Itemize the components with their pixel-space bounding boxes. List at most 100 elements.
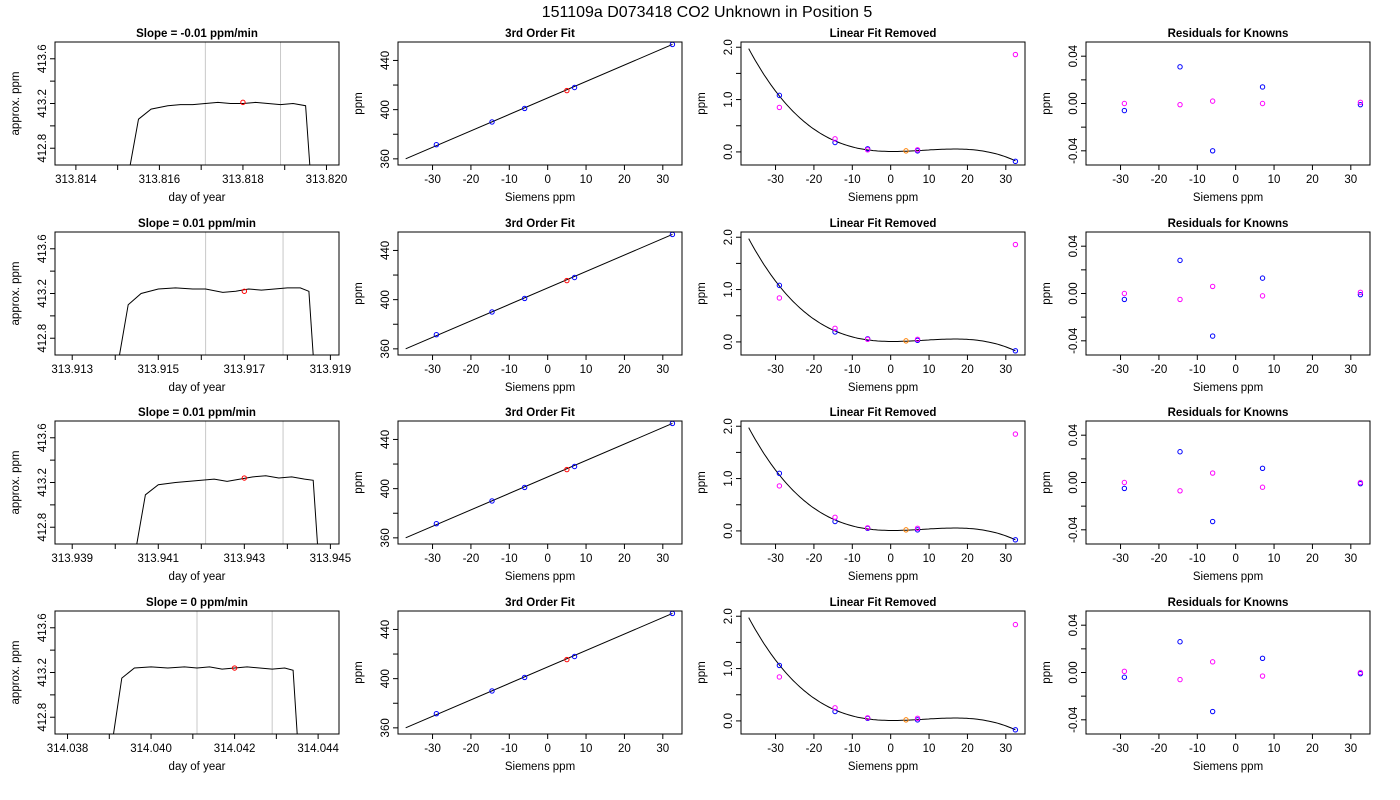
chart-panel: Slope = 0 ppm/min 314.038 314.040 314.042 31… (10, 597, 340, 773)
y-tick-label: 360 (380, 528, 392, 547)
data-point (1012, 431, 1019, 437)
x-tick-label: -20 (806, 174, 823, 186)
x-tick-label: 30 (999, 174, 1012, 186)
data-point (1177, 101, 1183, 108)
highlight-point (231, 665, 238, 671)
data-point (903, 148, 909, 154)
plot-frame (1085, 231, 1371, 356)
chart-panel: Slope = 0.01 ppm/min 313.939 313.941 313.94… (10, 407, 351, 583)
data-point (1177, 488, 1183, 494)
data-point (1357, 291, 1364, 298)
data-point (571, 274, 578, 281)
x-tick-label: -30 (767, 174, 784, 186)
data-point (1012, 727, 1019, 733)
x-tick-label: 313.919 (310, 364, 352, 376)
x-tick-label: 10 (923, 553, 936, 565)
data-point (832, 705, 838, 711)
x-axis-label: Siemens ppm (848, 192, 918, 204)
data-point (564, 466, 570, 473)
x-tick-label: 313.941 (137, 553, 179, 565)
chart-panel: Slope = 0.01 ppm/min 313.913 313.915 313.91… (10, 218, 351, 394)
y-tick-label: 2.0 (723, 418, 735, 434)
x-tick-label: 30 (656, 553, 669, 565)
x-axis-label: Siemens ppm (848, 761, 918, 773)
x-axis-label: day of year (169, 192, 226, 204)
fit-line (405, 44, 673, 160)
plot-frame (1085, 610, 1371, 735)
x-tick-label: -20 (1151, 743, 1168, 755)
y-tick-label: 0.00 (1068, 661, 1080, 683)
x-tick-label: 313.915 (137, 364, 179, 376)
x-tick-label: 10 (580, 553, 593, 565)
x-tick-label: 10 (923, 174, 936, 186)
x-axis-label: day of year (169, 761, 226, 773)
data-point (914, 336, 921, 342)
data-point (1357, 99, 1364, 106)
data-point (864, 525, 871, 531)
data-point (433, 521, 440, 527)
x-tick-label: 313.943 (224, 553, 266, 565)
x-tick-label: 30 (656, 174, 669, 186)
y-tick-label: 0.0 (723, 144, 735, 160)
plot-frame (740, 610, 1026, 735)
data-point (864, 147, 871, 153)
y-tick-label: 0.0 (723, 334, 735, 350)
x-tick-label: 10 (1268, 364, 1281, 376)
x-tick-label: 0 (544, 553, 550, 565)
y-tick-label: 413.2 (37, 89, 49, 118)
data-point (776, 483, 783, 489)
chart-title: Slope = 0.01 ppm/min (138, 407, 256, 419)
fit-line (405, 613, 673, 729)
x-tick-label: -20 (463, 743, 480, 755)
data-point (1259, 655, 1266, 662)
y-axis-label: approx. ppm (10, 641, 22, 705)
data-point (1209, 518, 1216, 525)
data-point (1209, 708, 1216, 715)
x-tick-label: 20 (961, 553, 974, 565)
data-point (1177, 676, 1183, 683)
x-tick-label: -20 (806, 743, 823, 755)
y-tick-label: 440 (380, 241, 392, 260)
x-tick-label: 20 (1306, 364, 1319, 376)
data-point (776, 674, 783, 680)
y-tick-label: 2.0 (723, 39, 735, 55)
y-tick-label: 0.04 (1068, 234, 1080, 257)
chart-title: Residuals for Knowns (1168, 218, 1289, 230)
chart-title: Slope = 0 ppm/min (146, 597, 248, 609)
y-tick-label: 2.0 (723, 229, 735, 245)
plot-frame (1085, 41, 1371, 166)
y-axis-label: ppm (1041, 92, 1053, 114)
y-tick-label: 1.0 (723, 471, 735, 487)
data-point (1259, 673, 1266, 679)
x-tick-label: 20 (1306, 743, 1319, 755)
x-tick-label: 313.814 (55, 174, 97, 186)
data-point (776, 295, 783, 301)
y-tick-label: 400 (380, 290, 392, 309)
x-tick-label: -20 (1151, 174, 1168, 186)
data-line (129, 101, 311, 166)
x-tick-label: 20 (1306, 553, 1319, 565)
y-axis-label: approx. ppm (10, 451, 22, 515)
x-tick-label: 313.818 (222, 174, 264, 186)
data-point (1012, 158, 1019, 165)
x-tick-label: 20 (961, 174, 974, 186)
chart-title: Linear Fit Removed (830, 28, 937, 40)
plot-frame (397, 41, 683, 166)
data-point (571, 653, 578, 660)
x-tick-label: 313.939 (51, 553, 93, 565)
data-point (1209, 333, 1216, 339)
y-tick-label: -0.04 (1068, 137, 1080, 164)
highlight-point (240, 99, 246, 106)
x-tick-label: 30 (999, 553, 1012, 565)
x-tick-label: 10 (1268, 553, 1281, 565)
data-point (776, 662, 783, 669)
x-tick-label: -30 (1112, 743, 1129, 755)
y-axis-label: ppm (353, 661, 365, 683)
y-tick-label: 360 (380, 339, 392, 358)
y-tick-label: 413.6 (37, 234, 49, 263)
x-tick-label: 0 (887, 174, 893, 186)
x-tick-label: 30 (999, 743, 1012, 755)
data-point (832, 514, 838, 521)
y-tick-label: 412.8 (37, 324, 49, 353)
x-tick-label: 30 (1344, 743, 1357, 755)
